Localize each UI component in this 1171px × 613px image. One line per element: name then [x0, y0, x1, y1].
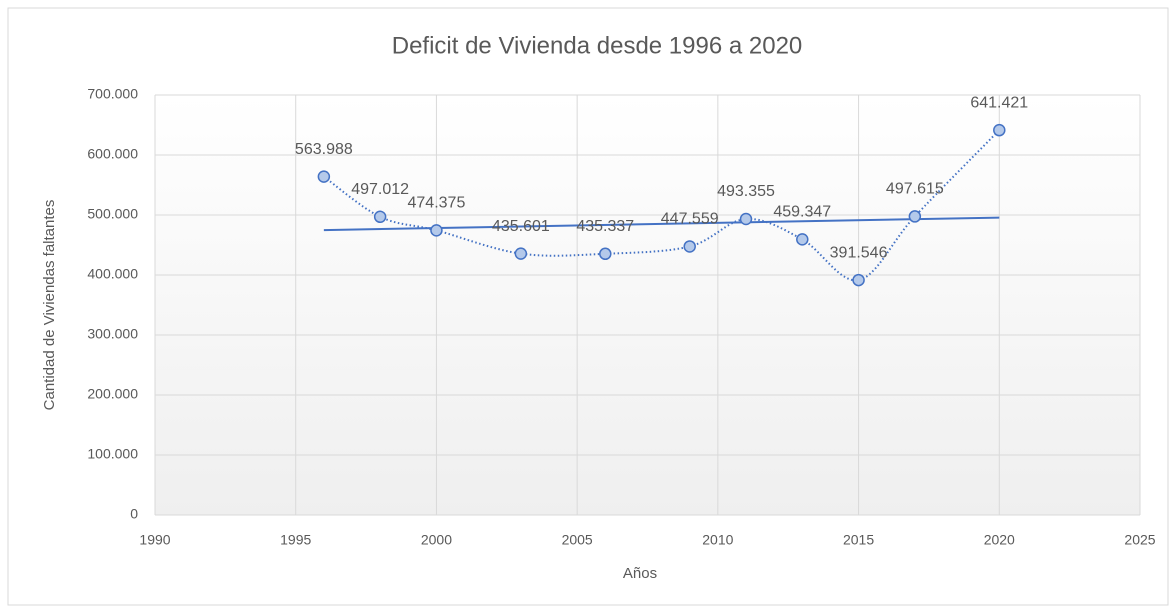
- point: [908, 210, 922, 223]
- point: [683, 240, 696, 253]
- point: [317, 170, 331, 183]
- value-label: 563.988: [295, 141, 353, 158]
- value-label: 641.421: [970, 94, 1028, 111]
- chart-title: Deficit de Vivienda desde 1996 a 2020: [392, 32, 803, 59]
- plot-area: [155, 95, 1140, 515]
- point: [599, 247, 612, 261]
- y-tick-label: 0: [130, 506, 138, 522]
- point: [739, 212, 753, 226]
- value-label: 493.355: [717, 183, 775, 200]
- x-tick-label: 2015: [843, 532, 874, 548]
- y-tick-label: 600.000: [87, 146, 138, 162]
- value-label: 391.546: [830, 244, 888, 261]
- x-tick-label: 2000: [421, 532, 452, 548]
- x-tick-label: 1990: [139, 532, 170, 548]
- y-tick-label: 200.000: [87, 386, 138, 402]
- y-tick-label: 700.000: [87, 86, 138, 102]
- value-label: 459.347: [773, 204, 831, 221]
- x-tick-label: 2010: [702, 532, 733, 548]
- x-tick-label: 1995: [280, 532, 311, 548]
- x-tick-label: 2025: [1124, 532, 1155, 548]
- y-axis-label: Cantidad de Viviendas faltantes: [41, 200, 58, 411]
- x-tick-label: 2020: [984, 532, 1015, 548]
- value-label: 435.601: [492, 218, 550, 235]
- value-label: 435.337: [576, 218, 634, 235]
- x-axis-label: Años: [623, 565, 657, 582]
- x-tick-label: 2005: [562, 532, 593, 548]
- value-label: 497.615: [886, 181, 944, 198]
- y-tick-label: 500.000: [87, 206, 138, 222]
- point: [796, 233, 809, 246]
- value-label: 497.012: [351, 181, 409, 198]
- value-label: 447.559: [661, 211, 719, 228]
- point: [373, 210, 387, 224]
- point: [993, 123, 1006, 137]
- y-tick-label: 400.000: [87, 266, 138, 282]
- point: [514, 247, 528, 260]
- point: [430, 224, 443, 237]
- point: [852, 273, 865, 287]
- y-tick-label: 100.000: [87, 446, 138, 462]
- y-tick-label: 300.000: [87, 326, 138, 342]
- value-label: 474.375: [408, 195, 466, 212]
